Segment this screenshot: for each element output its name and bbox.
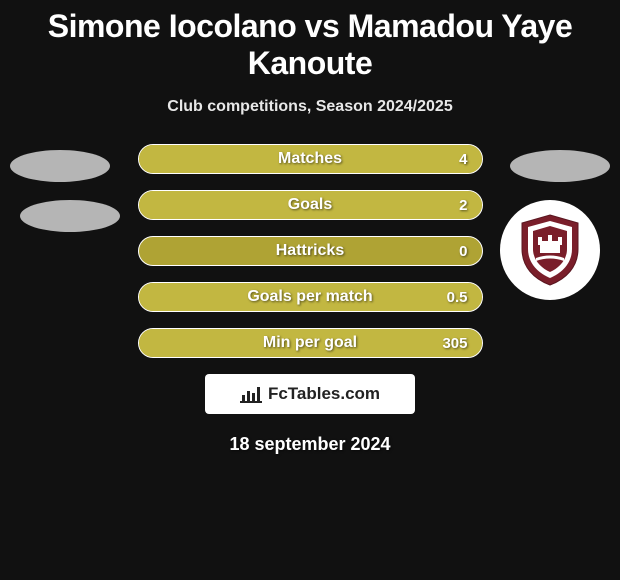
player-b-club-badge	[500, 200, 600, 300]
stat-rows: Matches 4 Goals 2 Hattricks 0 Goals per …	[138, 134, 483, 358]
branding-text: FcTables.com	[268, 384, 380, 404]
stat-label: Min per goal	[139, 329, 482, 357]
stats-area: Matches 4 Goals 2 Hattricks 0 Goals per …	[0, 134, 620, 358]
stat-value-right: 4	[459, 145, 467, 173]
stat-row-gpm: Goals per match 0.5	[138, 282, 483, 312]
stat-row-goals: Goals 2	[138, 190, 483, 220]
player-b-photo-placeholder	[510, 150, 610, 182]
player-a-photo-placeholder	[10, 150, 110, 182]
stat-value-right: 0.5	[447, 283, 468, 311]
branding-badge: FcTables.com	[205, 374, 415, 414]
stat-row-hattricks: Hattricks 0	[138, 236, 483, 266]
stat-value-right: 305	[442, 329, 467, 357]
stat-label: Goals per match	[139, 283, 482, 311]
stat-label: Hattricks	[139, 237, 482, 265]
page-title: Simone Iocolano vs Mamadou Yaye Kanoute	[0, 0, 620, 86]
stat-value-right: 0	[459, 237, 467, 265]
stat-label: Matches	[139, 145, 482, 173]
shield-icon	[518, 213, 582, 287]
stat-value-right: 2	[459, 191, 467, 219]
stat-label: Goals	[139, 191, 482, 219]
player-a-club-placeholder	[20, 200, 120, 232]
stat-row-mpg: Min per goal 305	[138, 328, 483, 358]
stat-row-matches: Matches 4	[138, 144, 483, 174]
date-line: 18 september 2024	[0, 414, 620, 475]
subtitle: Club competitions, Season 2024/2025	[0, 86, 620, 134]
bar-chart-icon	[240, 385, 262, 403]
